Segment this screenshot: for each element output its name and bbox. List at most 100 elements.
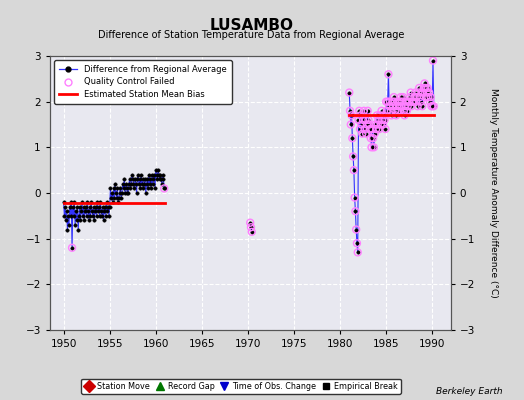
Point xyxy=(398,98,407,105)
Point xyxy=(160,185,168,192)
Point xyxy=(377,121,385,128)
Point xyxy=(388,98,397,105)
Point xyxy=(395,103,403,110)
Point xyxy=(348,135,356,141)
Point xyxy=(373,112,381,118)
Point xyxy=(367,135,375,141)
Point xyxy=(407,103,416,110)
Point xyxy=(391,108,399,114)
Point xyxy=(403,103,412,110)
Point xyxy=(356,126,364,132)
Point xyxy=(425,89,433,96)
Point xyxy=(394,98,402,105)
Point xyxy=(380,117,389,123)
Point xyxy=(385,103,394,110)
Point xyxy=(387,108,395,114)
Point xyxy=(352,226,361,233)
Point xyxy=(397,94,405,100)
Point xyxy=(423,89,431,96)
Point xyxy=(400,108,408,114)
Point xyxy=(374,121,382,128)
Point xyxy=(378,117,387,123)
Point xyxy=(359,108,368,114)
Point xyxy=(410,98,418,105)
Point xyxy=(392,112,400,118)
Point xyxy=(362,130,370,137)
Point xyxy=(366,126,374,132)
Point xyxy=(246,220,254,226)
Point xyxy=(247,229,256,235)
Point xyxy=(364,108,372,114)
Point xyxy=(358,130,366,137)
Point xyxy=(421,85,430,91)
Point xyxy=(357,112,365,118)
Point xyxy=(372,126,380,132)
Point xyxy=(402,98,410,105)
Point xyxy=(375,126,384,132)
Point xyxy=(390,98,399,105)
Point xyxy=(420,85,428,91)
Point xyxy=(409,98,417,105)
Point xyxy=(379,121,387,128)
Point xyxy=(384,98,392,105)
Point xyxy=(247,224,255,230)
Point xyxy=(424,94,432,100)
Point xyxy=(345,89,354,96)
Point xyxy=(376,112,384,118)
Point xyxy=(351,208,359,214)
Point xyxy=(413,94,421,100)
Point xyxy=(354,117,363,123)
Point xyxy=(361,126,369,132)
Point xyxy=(400,112,409,118)
Point xyxy=(412,98,420,105)
Point xyxy=(361,117,369,123)
Point xyxy=(389,103,397,110)
Point xyxy=(427,94,435,100)
Point xyxy=(397,103,406,110)
Point xyxy=(351,194,359,201)
Point xyxy=(429,57,437,64)
Point xyxy=(365,121,374,128)
Point xyxy=(355,108,364,114)
Point xyxy=(353,240,361,246)
Point xyxy=(422,94,430,100)
Point xyxy=(354,249,362,256)
Point xyxy=(359,117,367,123)
Point xyxy=(381,126,389,132)
Point xyxy=(408,98,417,105)
Point xyxy=(402,108,411,114)
Point xyxy=(346,108,354,114)
Point xyxy=(371,121,379,128)
Point xyxy=(363,121,371,128)
Point xyxy=(428,103,436,110)
Point xyxy=(370,130,379,137)
Point xyxy=(416,94,424,100)
Point xyxy=(396,98,404,105)
Point xyxy=(367,144,376,150)
Point xyxy=(404,98,412,105)
Point xyxy=(379,112,388,118)
Point xyxy=(417,89,425,96)
Point xyxy=(423,85,432,91)
Point xyxy=(369,135,377,141)
Point xyxy=(384,71,392,78)
Point xyxy=(357,121,366,128)
Legend: Difference from Regional Average, Quality Control Failed, Estimated Station Mean: Difference from Regional Average, Qualit… xyxy=(54,60,232,104)
Point xyxy=(401,103,410,110)
Point xyxy=(418,103,427,110)
Legend: Station Move, Record Gap, Time of Obs. Change, Empirical Break: Station Move, Record Gap, Time of Obs. C… xyxy=(81,378,401,394)
Point xyxy=(350,167,358,173)
Point xyxy=(364,117,373,123)
Point xyxy=(406,94,414,100)
Point xyxy=(382,98,390,105)
Point xyxy=(414,89,422,96)
Point xyxy=(386,98,394,105)
Point xyxy=(410,94,419,100)
Point xyxy=(405,98,413,105)
Point xyxy=(417,98,425,105)
Point xyxy=(368,126,377,132)
Point xyxy=(383,108,391,114)
Point xyxy=(346,121,355,128)
Point xyxy=(387,112,396,118)
Point xyxy=(427,103,435,110)
